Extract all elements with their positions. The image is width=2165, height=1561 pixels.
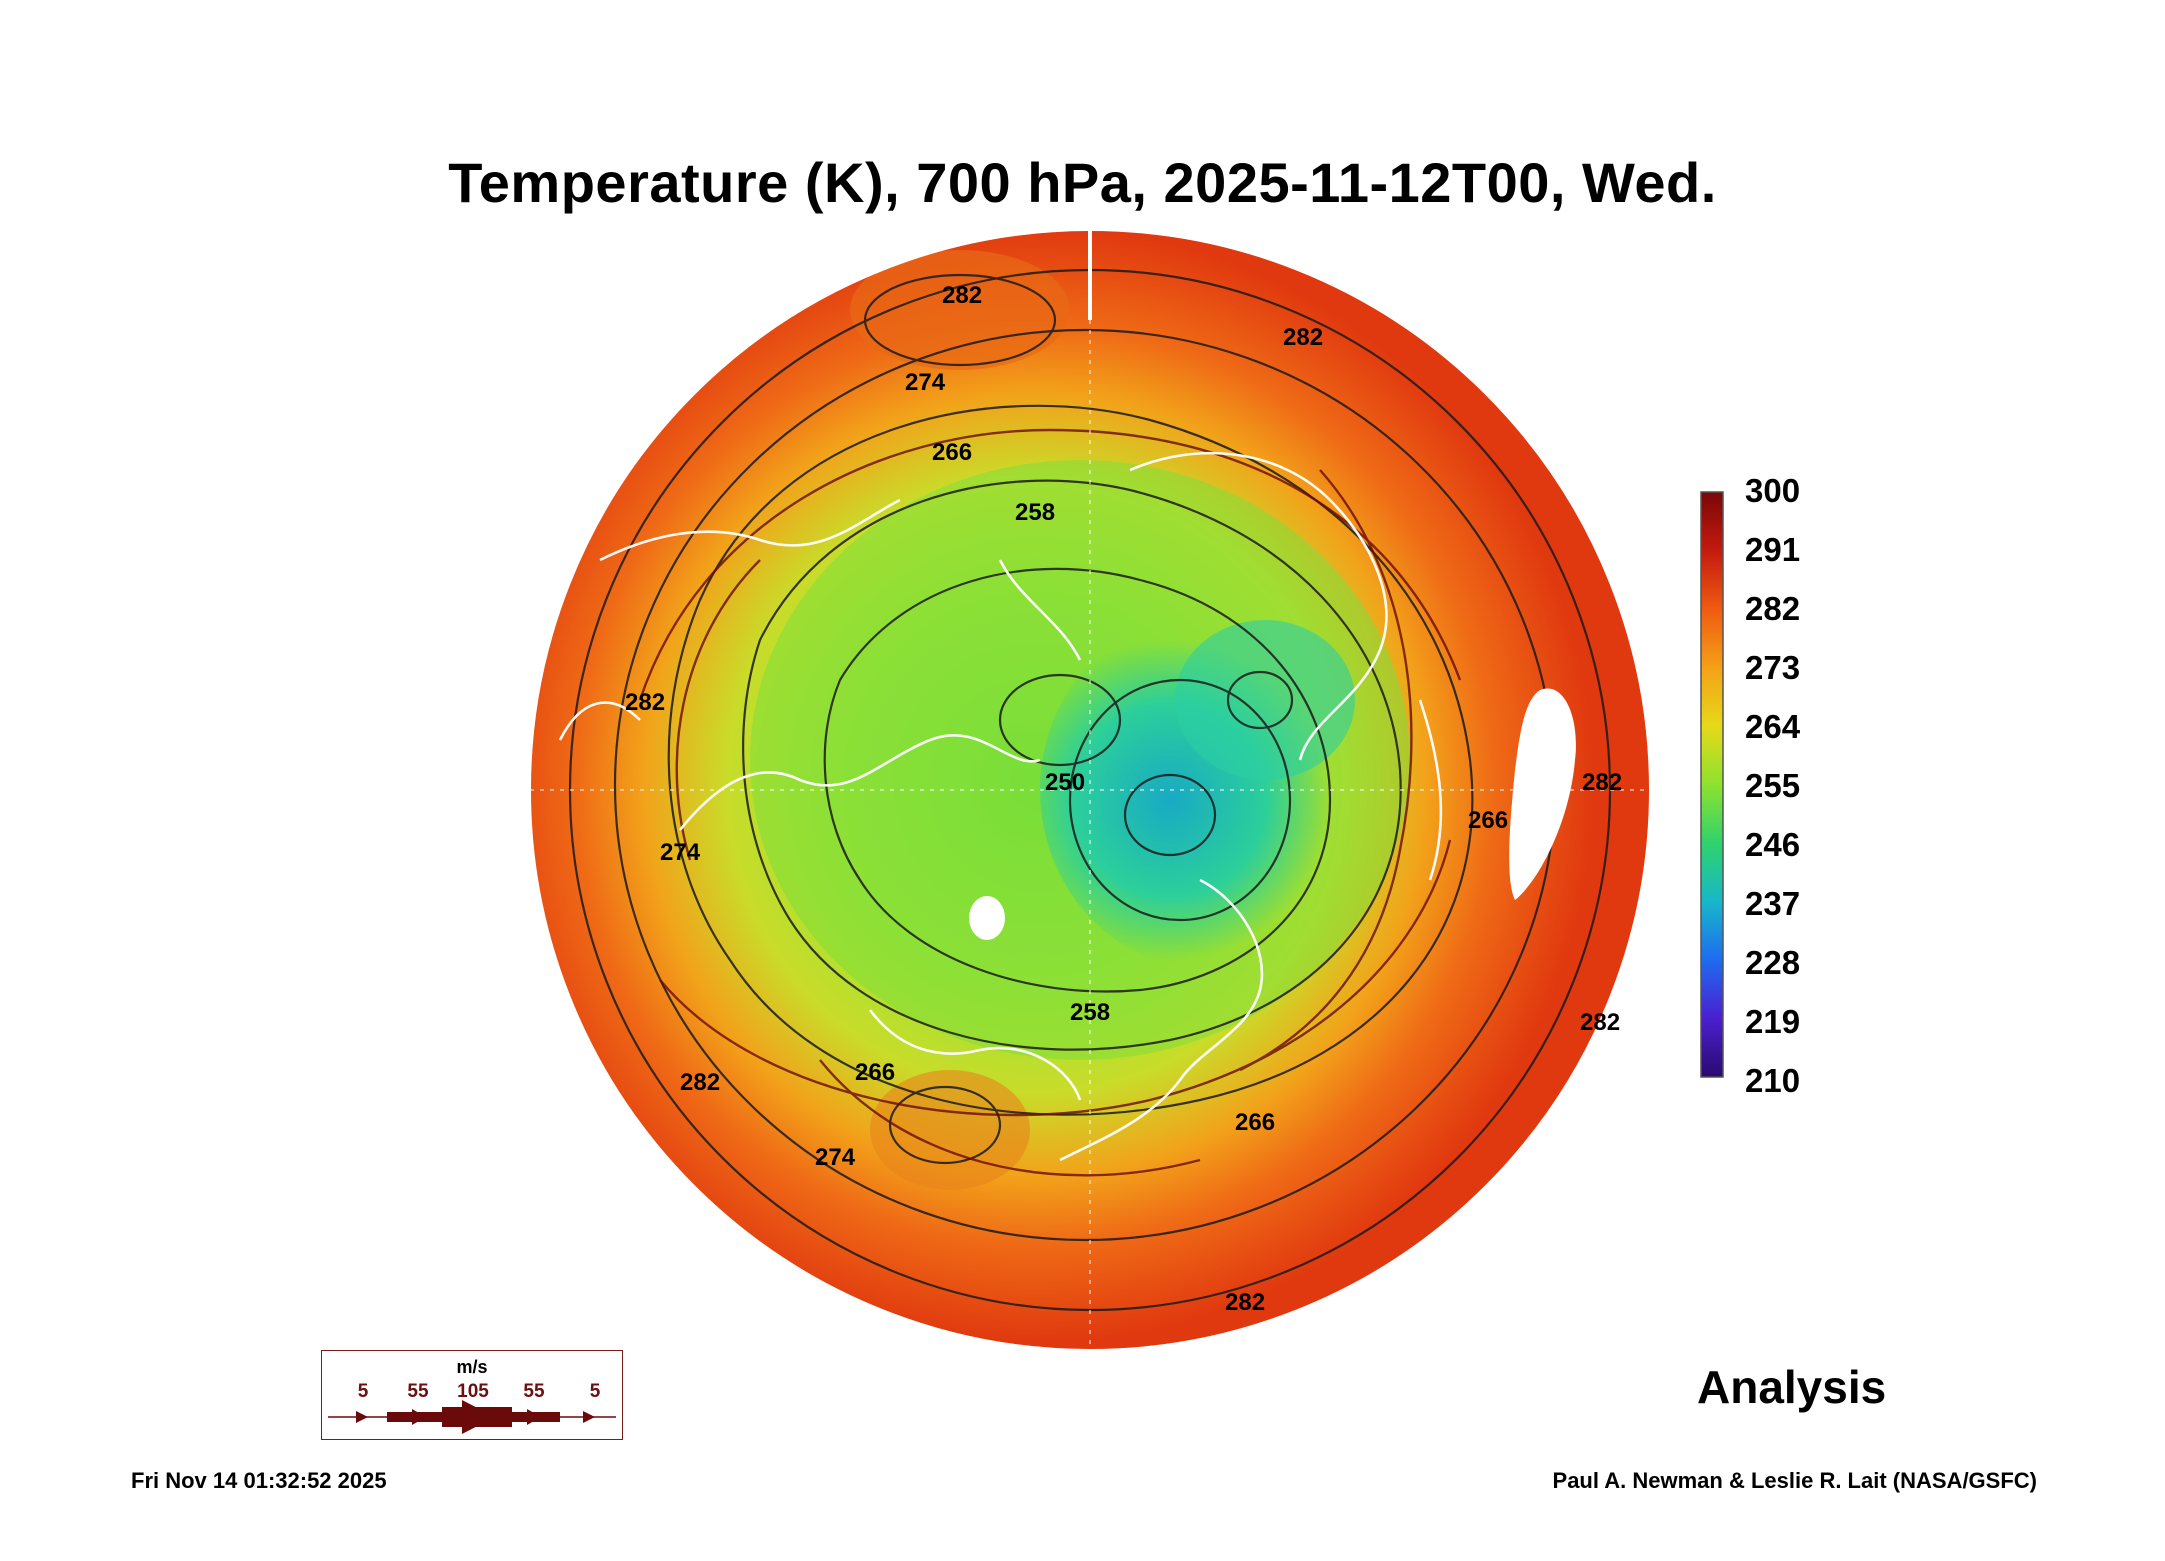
contour-label: 250 [1045, 769, 1085, 796]
footer-timestamp: Fri Nov 14 01:32:52 2025 [131, 1468, 387, 1493]
panel-label: Analysis [1697, 1361, 1887, 1413]
contour-label: 274 [660, 839, 701, 866]
wind-legend-unit: m/s [456, 1357, 488, 1377]
colorbar-tick: 246 [1745, 826, 1801, 863]
wind-legend-label: 105 [457, 1381, 489, 1402]
coastlines [558, 451, 1443, 1162]
contour-label: 282 [1283, 324, 1323, 351]
colorbar-tick: 219 [1745, 1003, 1801, 1040]
contour-labels: 282 282 274 266 258 250 266 274 282 266 … [625, 282, 1622, 1316]
contour-label: 258 [1015, 499, 1055, 526]
contour-label: 282 [1580, 1009, 1620, 1036]
contour-label: 274 [815, 1144, 856, 1171]
wind-legend-arrows [328, 1400, 616, 1434]
contour-label: 282 [942, 282, 982, 309]
contour-label: 258 [1070, 999, 1110, 1026]
colorbar-tick: 228 [1745, 944, 1801, 981]
contour-label: 282 [1582, 769, 1622, 796]
chart-title: Temperature (K), 700 hPa, 2025-11-12T00,… [448, 151, 1717, 214]
contour-label: 282 [625, 689, 665, 716]
contour-label: 282 [680, 1069, 720, 1096]
colorbar-tick: 273 [1745, 649, 1801, 686]
temperature-field [530, 230, 1650, 1350]
footer-credit: Paul A. Newman & Leslie R. Lait (NASA/GS… [1552, 1468, 2037, 1493]
colorbar-tick: 237 [1745, 885, 1801, 922]
wind-speed-legend: m/s 5 55 105 55 5 [321, 1350, 623, 1440]
colorbar [1700, 491, 1724, 1078]
colorbar-tick: 291 [1745, 531, 1801, 568]
contour-label: 266 [1235, 1109, 1275, 1136]
contour-label: 266 [1468, 807, 1508, 834]
colorbar-tick: 264 [1745, 708, 1801, 745]
colorbar-tick: 282 [1745, 590, 1801, 627]
contour-label: 274 [905, 369, 946, 396]
contour-label: 266 [855, 1059, 895, 1086]
contour-label: 266 [932, 439, 972, 466]
wind-legend-label: 5 [589, 1381, 601, 1402]
colorbar-tick: 300 [1745, 472, 1801, 509]
wind-legend-label: 55 [523, 1381, 545, 1402]
colorbar-tick: 255 [1745, 767, 1801, 804]
wind-legend-label: 55 [407, 1381, 429, 1402]
colorbar-tick: 210 [1745, 1062, 1801, 1099]
wind-streamlines [638, 428, 1462, 1177]
wind-legend-label: 5 [357, 1381, 369, 1402]
contour-label: 282 [1225, 1289, 1265, 1316]
